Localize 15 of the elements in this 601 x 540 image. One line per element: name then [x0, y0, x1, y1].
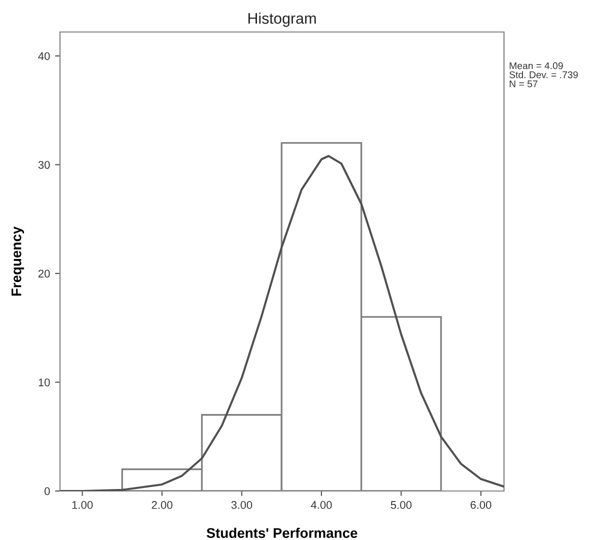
x-tick-label: 2.00 — [152, 501, 172, 509]
x-tick-label: 1.00 — [72, 501, 93, 509]
y-tick-label: 40 — [38, 52, 50, 60]
x-axis-title: Students' Performance — [206, 528, 358, 538]
y-tick-label: 10 — [38, 378, 50, 386]
x-tick-label: 5.00 — [390, 501, 412, 509]
chart-title: Histogram — [248, 12, 316, 27]
text: Mean = 4.09 Std. Dev. = .739 N = 57 — [509, 62, 578, 88]
x-tick-label: 3.00 — [231, 501, 252, 509]
x-tick-label: 4.00 — [310, 501, 332, 509]
y-tick-label: 30 — [38, 160, 50, 169]
y-axis-title: Frequency — [12, 226, 24, 296]
y-tick-label: 0 — [44, 487, 50, 496]
y-tick-label: 20 — [38, 270, 50, 278]
x-tick-label: 6.00 — [470, 501, 492, 509]
